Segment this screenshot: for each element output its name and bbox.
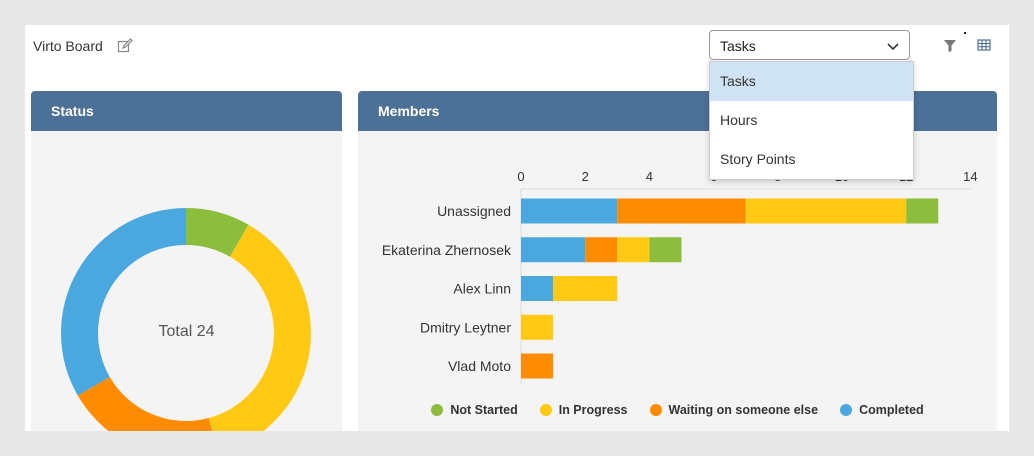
x-tick-label: 0 [517, 169, 524, 184]
top-bar: Virto Board Tasks [25, 25, 1009, 75]
legend-marker [840, 404, 853, 416]
chart-legend: Not Started In Progress Waiting on someo… [358, 403, 997, 417]
indicator-dot [964, 32, 966, 34]
bar-segment-completed[interactable] [521, 276, 554, 301]
status-donut-chart [60, 208, 311, 431]
bar-segment-waiting-on-someone-else[interactable] [521, 353, 554, 379]
bar-segment-in-progress[interactable] [617, 237, 650, 263]
legend-label: In Progress [558, 403, 628, 417]
donut-slice-waiting-on-someone-else[interactable] [77, 377, 219, 431]
filter-icon[interactable] [943, 39, 957, 53]
legend-item-waiting[interactable]: Waiting on someone else [649, 403, 819, 417]
edit-icon[interactable] [117, 38, 133, 54]
app-window: Virto Board Tasks Status Total 24 Mem [25, 25, 1009, 431]
bar-segment-waiting-on-someone-else[interactable] [585, 237, 618, 263]
y-category-label: Ekaterina Zhernosek [382, 242, 512, 258]
legend-item-in-progress[interactable]: In Progress [539, 403, 628, 417]
view-mode-select[interactable]: Tasks [709, 30, 910, 60]
x-tick-label: 14 [963, 169, 977, 184]
y-category-label: Dmitry Leytner [420, 319, 511, 335]
dropdown-option-story-points[interactable]: Story Points [720, 151, 796, 167]
bar-segment-not-started[interactable] [649, 237, 682, 263]
bar-segment-waiting-on-someone-else[interactable] [617, 198, 746, 224]
x-tick-label: 4 [646, 169, 653, 184]
bar-segment-completed[interactable] [521, 237, 586, 263]
grid-icon[interactable] [977, 38, 991, 52]
x-tick-label: 2 [582, 169, 589, 184]
donut-slice-completed[interactable] [60, 208, 186, 396]
bar-segment-not-started[interactable] [906, 198, 939, 224]
y-category-label: Vlad Moto [448, 358, 511, 374]
chevron-down-icon [887, 43, 899, 51]
legend-marker [431, 404, 444, 416]
status-panel-title: Status [31, 91, 342, 131]
bar-segment-in-progress[interactable] [745, 198, 907, 224]
bar-segment-in-progress[interactable] [553, 276, 618, 301]
y-category-label: Unassigned [437, 203, 511, 219]
donut-slice-in-progress[interactable] [208, 224, 311, 431]
dropdown-option-tasks[interactable]: Tasks [710, 62, 913, 101]
view-mode-dropdown: Tasks Hours Story Points [709, 61, 914, 180]
bar-segment-completed[interactable] [521, 198, 618, 224]
board-title: Virto Board [33, 38, 103, 54]
legend-label: Not Started [450, 403, 518, 417]
bar-segment-in-progress[interactable] [521, 314, 554, 340]
donut-slice-not-started[interactable] [186, 208, 249, 257]
legend-item-completed[interactable]: Completed [840, 403, 924, 417]
legend-marker [539, 404, 552, 416]
members-bar-chart: 02468101214UnassignedEkaterina Zhernosek… [382, 169, 978, 385]
legend-marker [649, 404, 662, 416]
status-panel: Status Total 24 [31, 91, 342, 431]
legend-label: Waiting on someone else [668, 403, 819, 417]
dropdown-option-hours[interactable]: Hours [720, 112, 758, 128]
legend-item-not-started[interactable]: Not Started [431, 403, 518, 417]
y-category-label: Alex Linn [453, 281, 511, 297]
view-mode-value: Tasks [720, 38, 756, 54]
donut-total-label: Total 24 [158, 323, 215, 340]
legend-label: Completed [859, 403, 924, 417]
